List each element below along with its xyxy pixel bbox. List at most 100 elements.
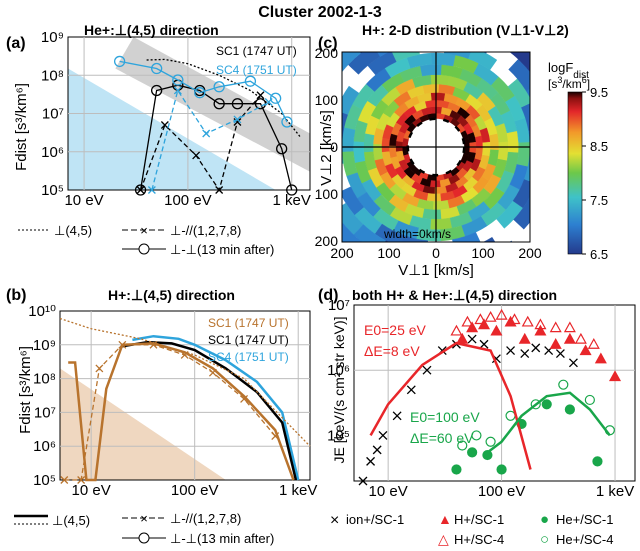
legend-d-symbol-0: × (330, 512, 339, 529)
panel-a-series-3-point-5 (244, 75, 257, 87)
legend-a-circle-marker (138, 243, 150, 255)
panel-b: (b) H+:⊥(4,5) direction Fdist [s³/km⁶] 1… (6, 287, 317, 546)
panel-d-series-1-point-3 (490, 324, 503, 336)
panel-a-series-4-point-2 (202, 129, 211, 138)
panel-c-cell-53 (424, 99, 438, 108)
panel-b-ytick-2: 10⁷ (34, 404, 56, 421)
panel-d-series-1-point-5 (518, 332, 531, 344)
panel-c-cell-224 (539, 143, 556, 174)
panel-d-label: (d) (318, 287, 338, 304)
panel-d-series-0-point-12 (506, 346, 516, 356)
panel-a-series-0-line (146, 58, 301, 137)
colorbar-label-line2: [s3/km6] (548, 75, 590, 91)
panel-d-series-0-point-6 (422, 365, 432, 375)
panel-d-series-0-point-4 (392, 411, 402, 421)
legend-d-symbol-2: ● (540, 511, 549, 528)
panel-d-series-2-point-2 (474, 313, 487, 325)
svg-text:Fdist [s³/km⁶]: Fdist [s³/km⁶] (17, 346, 34, 434)
panel-a-series-2-point-2 (192, 151, 201, 160)
panel-b-ylabel: Fdist [s³/km⁶] (17, 346, 34, 434)
panel-a-series-3-point-2 (172, 74, 184, 86)
panel-a-series-4-point-1 (173, 86, 182, 95)
panel-d-series-4-point-1 (471, 430, 482, 441)
panel-c-cell-188 (516, 141, 530, 167)
colorbar-tick-0: 6.5 (590, 247, 608, 262)
panel-a-series-3-point-7 (281, 116, 293, 128)
panel-b-annotation-sc1-black: SC1 (1747 UT) (208, 333, 289, 347)
panel-c-ytick-1: 100 (315, 186, 339, 202)
legend-b-solid-label: ⊥(4,5) (52, 513, 90, 528)
legend-d-symbol-3: △ (438, 531, 449, 547)
panel-a-ytick-0: 10⁵ (41, 182, 64, 199)
panel-d-ylabel: JE [keV/(s cm² str keV)] (331, 316, 347, 463)
panel-b-series-4-point-6 (208, 368, 217, 377)
panel-a-blue-region (68, 68, 276, 190)
panel-d-annotation-e0-h: E0=25 eV (364, 322, 427, 338)
svg-text:JE [keV/(s cm² str keV)]: JE [keV/(s cm² str keV)] (331, 316, 347, 463)
panel-b-series-4-point-5 (180, 351, 189, 359)
panel-d-series-1-point-0 (456, 332, 469, 344)
panel-d-series-2-point-6 (521, 315, 534, 327)
panel-a-series-2-point-3 (215, 186, 224, 194)
panel-a-xtick-1: 100 eV (164, 192, 212, 209)
legend-a-circ-label: ⊥-⊥(13 min after) (170, 242, 274, 257)
legend-b-dashx-label: ⊥-//(1,2,7,8) (170, 511, 241, 526)
panel-a-series-2-point-0 (136, 186, 145, 194)
panel-c-xtick-3: 100 (471, 245, 495, 261)
panel-d-series-2-point-3 (484, 310, 497, 322)
panel-d-plot-area (353, 304, 636, 482)
panel-c-xtick-2: 0 (432, 245, 440, 261)
legend-b-circle-marker (138, 532, 150, 544)
panel-d-ytick-1: 10⁶ (327, 362, 350, 379)
panel-c-cell-207 (528, 130, 530, 156)
panel-c-cell-59 (388, 145, 397, 159)
panel-d-series-2-point-8 (549, 321, 562, 333)
panel-d-series-4-point-3 (505, 410, 516, 421)
panel-d-series-2-point-1 (461, 315, 474, 327)
panel-d-series-0-point-14 (531, 343, 541, 353)
panel-c-cell-243 (546, 92, 571, 129)
panel-d-series-4-point-0 (457, 440, 468, 451)
panel-d-series-0-point-13 (520, 349, 530, 359)
panel-d-series-1-point-2 (477, 318, 491, 330)
panel-c-cell-203 (452, 231, 481, 242)
panel-c-xtick-4: 200 (518, 245, 542, 261)
panel-d-annotation-e0-he: E0=100 eV (410, 409, 480, 425)
panel-a-series-1-line (139, 84, 293, 191)
panel-b-legend: ⊥(4,5) × ⊥-//(1,2,7,8) ⊥-⊥(13 min after) (14, 511, 274, 546)
panel-c-colorbar: logFdist [s3/km6] 6.57.58.59.5 (548, 60, 608, 262)
panel-b-ytick-5: 10¹⁰ (28, 303, 56, 320)
panel-d-series-2-point-4 (495, 308, 508, 320)
panel-d-ytick-2: 10⁷ (328, 297, 350, 314)
panel-a-series-1-point-1 (150, 84, 163, 97)
panel-c-cell-223 (529, 195, 530, 198)
legend-d-symbol-1: ▲ (438, 511, 452, 527)
legend-d-label-0: ion+/SC-1 (346, 512, 404, 527)
panel-c-cell-135 (422, 208, 442, 220)
panel-b-tan-region (60, 368, 226, 480)
panel-d-series-0-point-16 (555, 349, 565, 359)
figure-title: Cluster 2002-1-3 (258, 4, 382, 21)
panel-d-series-0-point-2 (372, 445, 382, 455)
panel-c-cell-65 (434, 186, 448, 195)
panel-d-series-4-point-4 (530, 399, 541, 410)
panel-a-series-1-point-5 (231, 98, 244, 110)
panel-d-series-3-point-0 (451, 464, 462, 475)
legend-d-label-2: He+/SC-1 (556, 512, 613, 527)
panel-b-plot-area (59, 310, 311, 481)
panel-c-ytick-0: 200 (315, 233, 339, 249)
panel-c-cell-226 (525, 88, 530, 99)
panel-a-series-3-point-6 (269, 92, 282, 104)
panel-d-series-1-point-10 (594, 352, 607, 364)
panel-a-series-3-point-0 (113, 55, 126, 68)
panel-b-xtick-0: 10 eV (72, 482, 111, 499)
panel-d-annotation-de-he: ΔE=60 eV (410, 430, 474, 446)
panel-b-xtick-1: 100 eV (171, 482, 219, 499)
panel-d-series-2-point-9 (563, 321, 576, 333)
panel-b-xtick-2: 1 keV (279, 482, 317, 499)
panel-b-series-4-point-0 (60, 476, 69, 484)
legend-b-circ-label: ⊥-⊥(13 min after) (170, 531, 274, 546)
colorbar-tick-3: 9.5 (590, 85, 608, 100)
panel-d-series-4-point-2 (485, 436, 496, 447)
svg-text:Fdist [s³/km⁶]: Fdist [s³/km⁶] (13, 83, 30, 171)
